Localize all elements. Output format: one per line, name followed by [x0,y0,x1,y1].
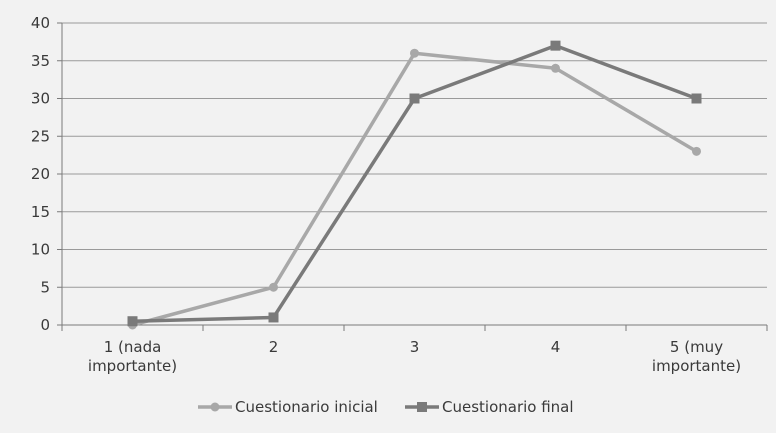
legend-swatch-marker [210,402,220,412]
data-point-series-1 [409,93,420,104]
x-tick-label-line: 4 [551,338,561,356]
x-tick-label-line: 2 [269,338,279,356]
y-tick-label: 20 [31,165,50,183]
y-tick-label: 40 [31,14,50,32]
data-point-series-1 [268,312,279,323]
y-tick-label: 30 [31,90,50,108]
y-tick-label: 25 [31,127,50,145]
legend-label: Cuestionario final [442,398,574,416]
data-point-series-1 [127,316,138,327]
x-tick-label: 2 [269,338,279,356]
y-tick-label: 15 [31,203,50,221]
x-tick-label-line: 5 (muy [670,338,723,356]
y-tick-label: 5 [40,278,50,296]
data-point-series-1 [691,93,702,104]
legend-item-1: Cuestionario final [405,398,574,416]
legend: Cuestionario inicial Cuestionario final [198,398,574,416]
x-tick-label-line: importante) [88,357,177,375]
x-tick-label: 5 (muy importante) [652,338,741,375]
y-tick-label: 10 [31,241,50,259]
x-tick-label-line: 3 [410,338,420,356]
legend-swatch-marker [417,402,427,412]
y-tick-label: 35 [31,52,50,70]
legend-item-0: Cuestionario inicial [198,398,378,416]
data-point-series-0 [551,63,560,73]
gridlines [62,22,767,288]
data-point-series-1 [550,40,561,51]
x-tick-label: 4 [551,338,561,356]
x-tick-label-line: importante) [652,357,741,375]
data-point-series-0 [692,146,701,156]
series-group [127,40,702,330]
data-point-series-0 [410,48,419,58]
x-tick-label: 1 (nada importante) [88,338,177,375]
data-point-series-0 [269,282,278,292]
x-tick-label-line: 1 (nada [104,338,162,356]
x-tick-label: 3 [410,338,420,356]
y-tick-label: 0 [40,316,50,334]
series-line-1 [132,43,698,323]
legend-label: Cuestionario inicial [235,398,378,416]
